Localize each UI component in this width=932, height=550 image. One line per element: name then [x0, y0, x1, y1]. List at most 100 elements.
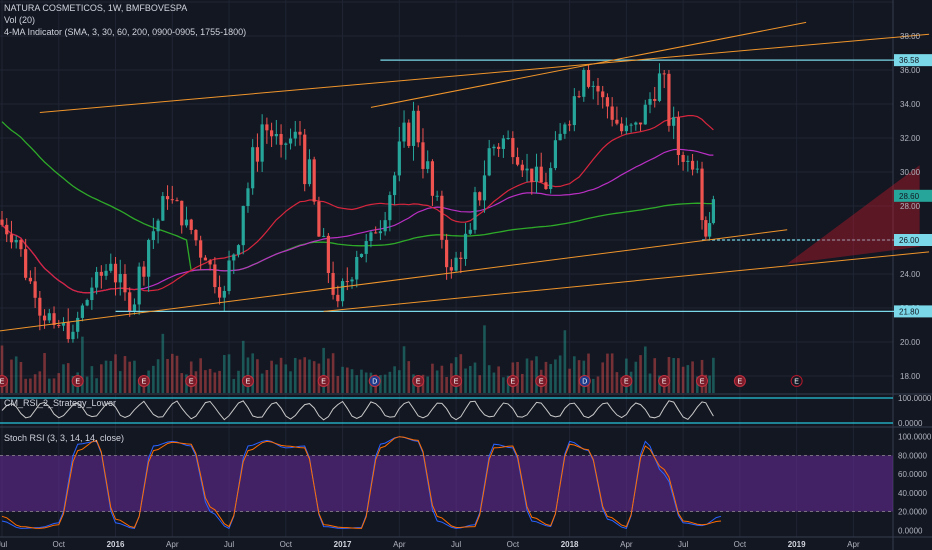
- volume-bar: [568, 368, 571, 393]
- volume-bar: [554, 359, 557, 393]
- volume-bar: [175, 355, 179, 393]
- volume-bar: [620, 377, 623, 393]
- moving-average-legend: 4-MA Indicator (SMA, 3, 30, 60, 200, 090…: [4, 27, 247, 37]
- volume-bar: [5, 378, 9, 393]
- volume-bar: [388, 371, 392, 393]
- candle-body: [156, 220, 160, 232]
- volume-bar: [218, 370, 221, 393]
- volume-bar: [289, 371, 292, 393]
- volume-bar: [327, 358, 330, 393]
- candle-body: [151, 231, 155, 240]
- candle-body: [350, 279, 354, 282]
- candle-body: [274, 133, 278, 137]
- volume-bar: [563, 330, 567, 393]
- candle-body: [118, 273, 122, 283]
- earnings-marker-label: E: [700, 379, 705, 386]
- candle-body: [568, 124, 572, 126]
- volume-bar: [487, 365, 491, 393]
- candle-body: [426, 161, 430, 169]
- price-axis-label: 24.00: [900, 270, 921, 279]
- volume-bar: [497, 366, 500, 393]
- candle-body: [615, 119, 619, 124]
- trendline: [323, 251, 930, 312]
- stoch-axis-label: 100.0000: [898, 433, 932, 442]
- volume-bar: [241, 340, 245, 393]
- candle-body: [199, 240, 203, 258]
- sma-30-line: [1, 115, 714, 294]
- volume-bar: [213, 372, 217, 393]
- candle-body: [553, 140, 558, 169]
- candle-body: [388, 195, 392, 221]
- volume-bar: [606, 353, 609, 393]
- volume-bar: [473, 362, 477, 393]
- stoch-axis-label: 60.0000: [898, 470, 927, 479]
- volume-bar: [601, 362, 605, 393]
- candle-body: [544, 182, 548, 189]
- volume-bar: [672, 357, 675, 393]
- volume-bar: [33, 374, 37, 393]
- volume-bar: [90, 366, 94, 393]
- volume-bar: [14, 356, 18, 393]
- volume-bar: [251, 353, 254, 393]
- candle-body: [582, 70, 586, 97]
- time-axis-label: Jul: [0, 540, 7, 549]
- volume-bar: [364, 372, 368, 393]
- volume-bar: [577, 360, 581, 393]
- volume-bar: [610, 353, 614, 393]
- stoch-d-line: [1, 436, 722, 529]
- volume-bar: [114, 354, 117, 393]
- volume-bar: [293, 357, 297, 393]
- stoch-axis-label: 40.0000: [898, 489, 927, 498]
- candle-body: [416, 110, 420, 143]
- candle-body: [700, 168, 704, 221]
- volume-bar: [459, 354, 463, 393]
- volume-bar: [237, 370, 240, 393]
- candle-body: [14, 240, 18, 243]
- volume-bar: [331, 353, 335, 393]
- volume-bar: [596, 376, 600, 393]
- price-tag-label: 28.60: [899, 192, 920, 201]
- volume-bar: [100, 364, 103, 393]
- volume-bar: [431, 363, 434, 393]
- time-axis-label: Apr: [620, 540, 633, 549]
- candle-body: [605, 97, 610, 107]
- volume-bar: [383, 374, 387, 393]
- volume-bar: [492, 372, 496, 393]
- candle-body: [690, 160, 695, 170]
- candle-body: [298, 131, 302, 135]
- volume-bar: [118, 371, 122, 393]
- earnings-marker-label: E: [416, 379, 421, 386]
- stoch-band: [0, 455, 893, 512]
- volume-bar: [204, 370, 207, 393]
- volume-bar: [180, 373, 184, 393]
- earnings-marker-label: E: [142, 379, 147, 386]
- time-axis-label: 2019: [788, 540, 806, 549]
- candle-body: [232, 254, 236, 261]
- candle-body: [487, 148, 491, 176]
- rsi-strategy-legend: CM_RSI_2_Strategy_Lower: [4, 398, 117, 408]
- candle-body: [383, 220, 387, 232]
- volume-bar: [137, 378, 141, 393]
- earnings-marker: [185, 375, 198, 387]
- earnings-marker: [412, 375, 425, 387]
- candle-body: [336, 294, 340, 302]
- candle-body: [421, 142, 425, 169]
- stoch-rsi-legend: Stoch RSI (3, 3, 14, 14, close): [4, 433, 125, 443]
- candle-body: [189, 219, 193, 230]
- candle-body: [312, 159, 316, 202]
- volume-bar: [104, 360, 108, 393]
- volume-bar: [303, 357, 307, 393]
- time-axis-label: Oct: [53, 540, 66, 549]
- volume-bar: [653, 358, 657, 393]
- candle-body: [57, 325, 61, 326]
- volume-bar: [393, 366, 396, 393]
- candle-body: [534, 166, 539, 182]
- candle-body: [667, 73, 671, 126]
- candle-body: [378, 231, 382, 234]
- volume-bar: [223, 355, 226, 393]
- candle-body: [695, 168, 699, 170]
- volume-bar: [681, 366, 685, 393]
- candle-body: [653, 98, 657, 101]
- candle-body: [0, 219, 4, 225]
